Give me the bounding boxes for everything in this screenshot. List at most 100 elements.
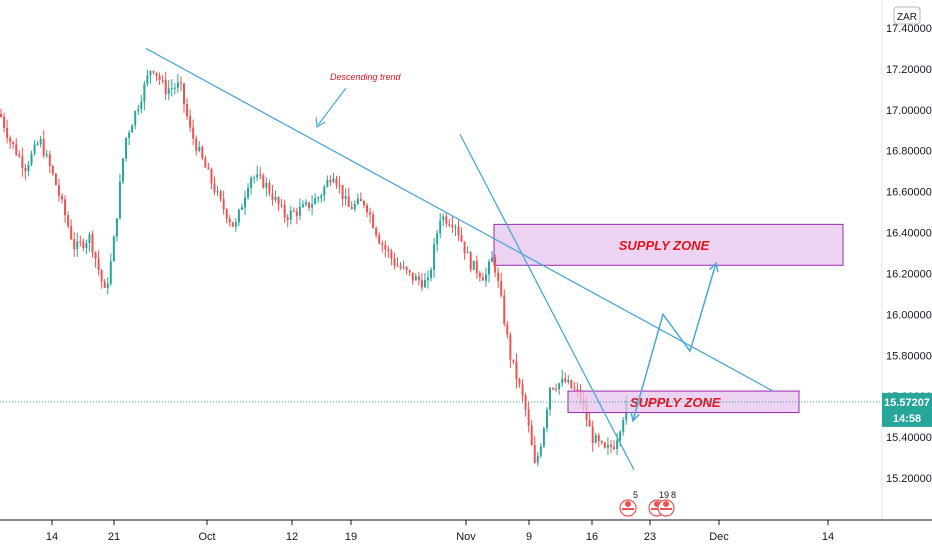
candle-body [134, 111, 137, 126]
candle-body [469, 252, 472, 270]
event-marker-3[interactable]: 8 [657, 490, 676, 517]
candle-body [170, 88, 173, 90]
candle-body [561, 378, 564, 384]
candle-body [530, 425, 533, 446]
candle-body [103, 281, 106, 288]
candle-body [45, 154, 48, 156]
candle-body [167, 88, 170, 94]
candle-body [79, 241, 82, 243]
candle-body [244, 197, 246, 208]
candle-body [466, 252, 469, 254]
candle-body [222, 198, 225, 210]
supply-zone-upper-label: SUPPLY ZONE [619, 238, 710, 253]
descending-trend-label: Descending trend [330, 72, 402, 82]
candle-body [430, 269, 433, 278]
candle-body [375, 227, 378, 236]
x-tick-label: 16 [586, 531, 598, 543]
candle-body [204, 158, 207, 168]
us-flag-icon [625, 501, 631, 507]
candle-body [387, 249, 390, 252]
candle-body [12, 141, 15, 145]
candle-body [326, 179, 329, 187]
candle-body [15, 144, 18, 155]
candle-body [359, 198, 362, 202]
candle-body [247, 187, 250, 198]
candle-body [414, 276, 417, 281]
candle-body [591, 426, 594, 443]
candle-body [207, 167, 210, 170]
candle-body [353, 203, 356, 209]
y-tick-label: 15.40000 [886, 432, 932, 444]
candle-body [48, 154, 51, 166]
projection-path[interactable] [632, 263, 717, 421]
candle-body [454, 226, 457, 228]
candle-body [405, 267, 408, 271]
candle-body [329, 179, 332, 183]
candle-body [356, 198, 359, 204]
candle-body [497, 272, 500, 282]
candle-body [524, 395, 527, 410]
event-marker-1[interactable]: 5 [619, 490, 638, 517]
candle-body [539, 446, 542, 456]
candle-body [491, 257, 494, 262]
candle-body [555, 389, 558, 391]
candle-body [149, 71, 152, 76]
candle-body [131, 125, 134, 133]
candle-body [533, 445, 536, 463]
candle-body [616, 440, 619, 449]
candle-body [67, 215, 70, 227]
supply-zone-upper[interactable] [493, 223, 844, 266]
trend-annotation-arrow[interactable] [315, 87, 347, 129]
x-tick-label: Nov [456, 531, 476, 543]
candle-body [30, 153, 33, 165]
candle-body [21, 156, 24, 168]
candle-body [417, 276, 420, 281]
candle-body [210, 169, 213, 184]
candle-body [396, 265, 399, 267]
candle-body [70, 226, 73, 240]
candle-body [155, 72, 158, 76]
candle-body [619, 431, 622, 441]
x-tick-label: 23 [644, 531, 656, 543]
candle-body [390, 251, 393, 259]
candle-body [317, 197, 320, 199]
candle-body [549, 387, 551, 410]
price-axis-area[interactable] [882, 0, 932, 520]
candle-body [253, 177, 256, 179]
candle-body [369, 212, 372, 215]
last-price-tag[interactable]: 15.57207 14:58 [882, 392, 932, 427]
event-count-1: 5 [633, 490, 638, 500]
candle-body [378, 235, 381, 244]
steep-trend-line[interactable] [459, 134, 635, 471]
candle-body [179, 82, 182, 84]
candle-body [436, 233, 439, 245]
candle-body [51, 165, 54, 174]
candle-body [152, 71, 155, 73]
candle-body [82, 241, 85, 248]
candle-body [305, 202, 307, 205]
candle-body [411, 272, 414, 281]
candle-body [262, 175, 265, 188]
descending-trend-line[interactable] [145, 47, 774, 392]
x-tick-label: Dec [709, 531, 729, 543]
candle-body [36, 144, 39, 146]
candle-body [183, 83, 185, 105]
candle-body [515, 361, 518, 380]
candle-body [265, 182, 268, 188]
candle-body [366, 205, 368, 213]
currency-badge[interactable]: ZAR [893, 6, 921, 25]
time-axis-area[interactable] [0, 521, 932, 550]
candle-body [408, 270, 411, 273]
x-tick-label: Oct [198, 531, 215, 543]
candle-body [91, 234, 94, 253]
candle-body [54, 173, 57, 186]
us-flag-icon [663, 501, 669, 507]
event-count-3: 8 [671, 490, 676, 500]
candle-body [622, 419, 625, 432]
candle-body [280, 204, 283, 206]
candle-body [289, 210, 292, 220]
candle-body [451, 225, 454, 228]
candle-body [225, 209, 228, 219]
candle-body [94, 252, 97, 259]
